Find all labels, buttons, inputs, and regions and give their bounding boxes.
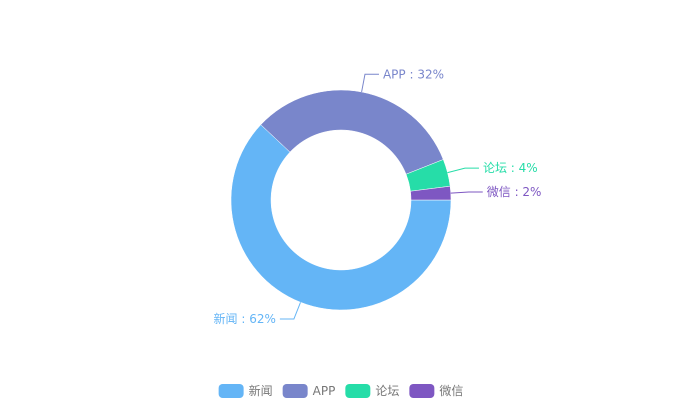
slice-label-2: 论坛 : 4% [483,161,538,175]
slice-label-1: APP : 32% [383,67,444,81]
legend-item-1[interactable]: APP [282,384,336,398]
leader-lines-group [279,73,483,320]
legend-item-0[interactable]: 新闻 [218,383,273,398]
legend-swatch-2 [345,384,371,398]
slices-group [230,89,452,311]
slice-labels-group: 新闻 : 62% APP : 32% 论坛 : 4% 微信 : 2% [214,67,542,326]
legend: 新闻 APP 论坛 微信 [218,383,463,398]
legend-swatch-3 [409,384,435,398]
slice-label-0: 新闻 : 62% [214,311,276,326]
leader-line-0 [279,302,301,320]
legend-item-2[interactable]: 论坛 [345,384,399,398]
leader-line-3 [450,191,483,194]
legend-label-1: APP [313,384,336,398]
slice-3[interactable] [410,185,452,201]
legend-label-2: 论坛 [375,384,399,398]
legend-label-3: 微信 [439,384,463,398]
leader-line-2 [447,167,479,174]
legend-swatch-1 [282,384,308,398]
slice-0[interactable] [230,124,452,311]
legend-swatch-0 [218,384,244,398]
legend-label-0: 新闻 [249,383,273,398]
slice-1[interactable] [260,89,444,175]
leader-line-1 [361,73,379,93]
legend-item-3[interactable]: 微信 [409,384,463,398]
slice-label-3: 微信 : 2% [487,185,542,199]
